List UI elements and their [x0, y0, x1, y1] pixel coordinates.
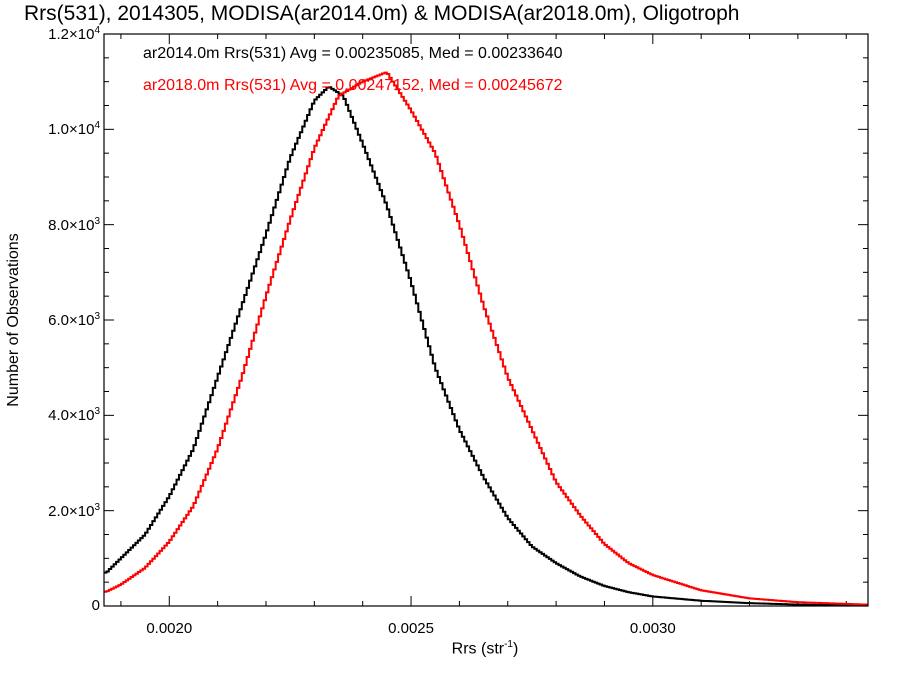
y-tick-exponent: 4 — [94, 25, 100, 36]
y-tick-mantissa: 0 — [91, 597, 100, 614]
y-axis-label: Number of Observations — [5, 233, 22, 407]
x-axis-label-text: Rrs (str — [451, 640, 505, 658]
y-tick-mantissa: 1.2×10 — [48, 26, 95, 43]
y-tick-label: 0 — [92, 597, 100, 614]
legend-entry-ar2014: ar2014.0m Rrs(531) Avg = 0.00235085, Med… — [143, 45, 563, 62]
series-line-ar2014.0m — [104, 86, 868, 607]
y-tick-exponent: 3 — [94, 501, 100, 513]
y-tick-mantissa: 4.0×10 — [48, 407, 95, 425]
y-tick-exponent: 4 — [94, 120, 100, 132]
y-tick-label: 8.0×103 — [48, 216, 100, 234]
x-axis-label: Rrs (str-1) — [452, 639, 519, 658]
x-tick-label: 0.0020 — [146, 620, 193, 637]
y-tick-label: 2.0×103 — [48, 502, 100, 520]
y-tick-label: 1.2×104 — [48, 25, 100, 43]
x-tick-label: 0.0030 — [629, 620, 676, 637]
legend-entry-ar2018: ar2018.0m Rrs(531) Avg = 0.00247152, Med… — [143, 77, 563, 94]
chart-title: Rrs(531), 2014305, MODISA(ar2014.0m) & M… — [24, 2, 740, 25]
y-tick-label: 6.0×103 — [48, 311, 100, 329]
y-tick-label: 1.0×104 — [48, 120, 100, 138]
series-layer — [104, 71, 868, 607]
y-tick-mantissa: 2.0×10 — [48, 502, 95, 520]
plot-frame — [103, 33, 869, 607]
x-axis-label-close: ) — [513, 640, 519, 658]
y-tick-mantissa: 1.0×10 — [48, 121, 95, 139]
series-line-ar2018.0m — [104, 71, 868, 606]
y-tick-exponent: 3 — [94, 215, 100, 227]
y-tick-exponent: 3 — [94, 311, 100, 322]
y-tick-mantissa: 6.0×10 — [48, 312, 95, 329]
x-axis-label-exponent: -1 — [504, 639, 514, 650]
y-tick-label: 4.0×103 — [48, 406, 100, 424]
axis-ticks — [104, 33, 868, 607]
x-tick-label: 0.0025 — [388, 620, 434, 637]
y-tick-mantissa: 8.0×10 — [48, 216, 95, 234]
y-tick-exponent: 3 — [94, 406, 100, 418]
